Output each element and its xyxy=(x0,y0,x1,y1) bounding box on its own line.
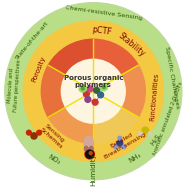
Circle shape xyxy=(122,145,126,149)
Text: Functionalities: Functionalities xyxy=(149,72,159,121)
Circle shape xyxy=(139,132,142,136)
Circle shape xyxy=(94,87,99,93)
Circle shape xyxy=(100,83,108,91)
Text: Specific Challenges: Specific Challenges xyxy=(163,46,179,109)
Text: Exhaled
Breath sensing: Exhaled Breath sensing xyxy=(100,127,146,160)
Ellipse shape xyxy=(84,136,94,151)
Circle shape xyxy=(84,91,89,97)
Circle shape xyxy=(61,59,125,123)
Circle shape xyxy=(118,136,122,140)
Circle shape xyxy=(85,97,91,102)
Circle shape xyxy=(142,127,149,134)
Wedge shape xyxy=(41,65,93,117)
Text: State-of-the-art: State-of-the-art xyxy=(15,20,50,60)
Circle shape xyxy=(85,149,94,159)
Circle shape xyxy=(114,145,117,149)
Circle shape xyxy=(86,150,94,158)
Circle shape xyxy=(81,87,84,90)
Wedge shape xyxy=(93,39,138,91)
Circle shape xyxy=(148,132,152,136)
Circle shape xyxy=(92,99,98,105)
Wedge shape xyxy=(48,39,93,91)
Circle shape xyxy=(79,85,86,92)
Text: Porous organic
polymers: Porous organic polymers xyxy=(64,75,123,88)
Text: Humidity: Humidity xyxy=(90,154,96,187)
Text: NO₂: NO₂ xyxy=(46,153,61,165)
Ellipse shape xyxy=(84,146,88,151)
Text: Molecule and
Future perspectives: Molecule and Future perspectives xyxy=(7,59,21,112)
Text: Stability: Stability xyxy=(117,31,147,59)
Text: Chemi-resistive Sensing: Chemi-resistive Sensing xyxy=(65,5,143,21)
Text: Sensing
Schemes: Sensing Schemes xyxy=(39,122,67,149)
Text: Aromatic annulated 2-D COFs: Aromatic annulated 2-D COFs xyxy=(153,81,184,156)
Circle shape xyxy=(89,152,92,155)
Text: H₂S: H₂S xyxy=(149,133,162,146)
Text: pCTF: pCTF xyxy=(91,25,112,36)
Circle shape xyxy=(26,130,31,135)
Wedge shape xyxy=(93,91,138,143)
Text: NH₃: NH₃ xyxy=(128,152,142,164)
Ellipse shape xyxy=(89,146,93,151)
Circle shape xyxy=(87,86,93,92)
Circle shape xyxy=(23,21,163,161)
Circle shape xyxy=(117,140,123,146)
Circle shape xyxy=(37,130,42,135)
Circle shape xyxy=(31,133,37,139)
Circle shape xyxy=(102,86,105,88)
Wedge shape xyxy=(93,65,145,117)
Circle shape xyxy=(5,3,182,180)
Wedge shape xyxy=(48,91,93,143)
Text: Porosity: Porosity xyxy=(31,55,47,83)
Circle shape xyxy=(98,92,104,98)
